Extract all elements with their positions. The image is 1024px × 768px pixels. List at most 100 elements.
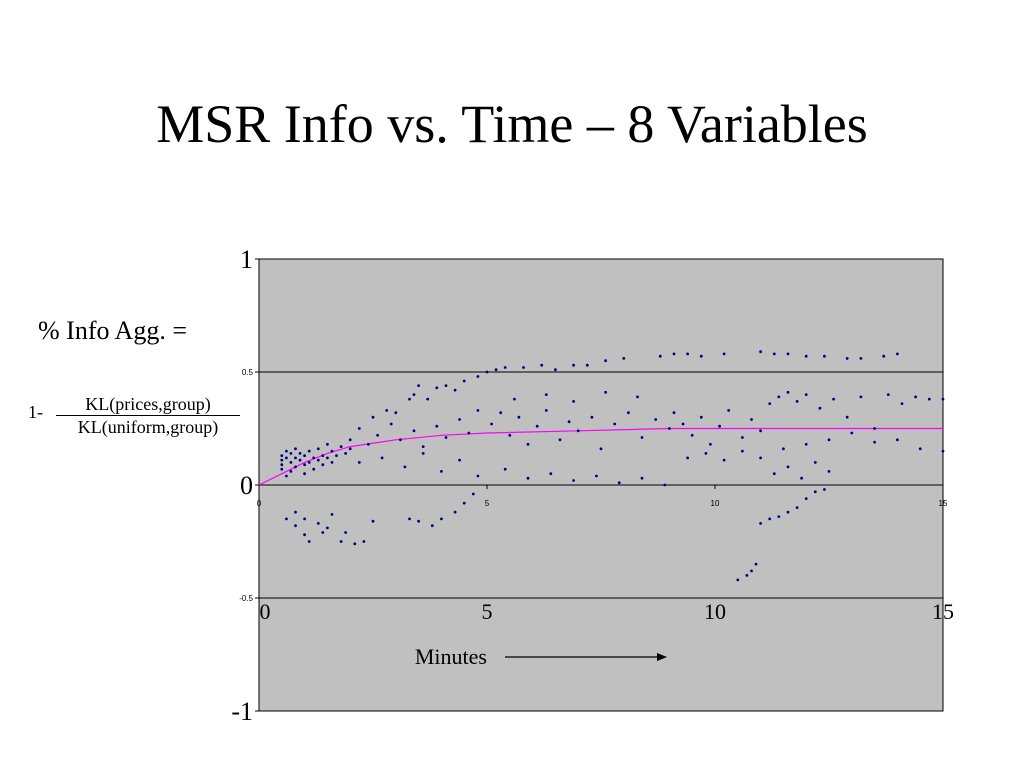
data-point xyxy=(896,352,899,356)
data-point xyxy=(453,510,457,514)
data-point xyxy=(804,393,808,396)
data-point xyxy=(440,517,443,521)
data-point xyxy=(823,354,826,358)
data-point xyxy=(344,531,347,534)
data-point xyxy=(321,531,325,534)
data-point xyxy=(298,458,302,462)
data-point xyxy=(485,370,489,374)
data-point xyxy=(640,436,644,439)
data-point xyxy=(362,540,366,543)
data-point xyxy=(430,524,434,528)
data-point xyxy=(845,357,849,360)
data-point xyxy=(745,574,749,577)
data-point xyxy=(462,501,466,505)
data-point xyxy=(585,363,589,367)
slide-title: MSR Info vs. Time – 8 Variables xyxy=(156,94,868,154)
data-point xyxy=(367,442,370,446)
data-point xyxy=(636,395,639,399)
data-point xyxy=(604,390,607,394)
data-point xyxy=(490,422,493,426)
data-point xyxy=(526,442,530,446)
data-point xyxy=(845,415,849,419)
data-point xyxy=(435,424,439,428)
data-point xyxy=(280,458,284,462)
data-point xyxy=(768,402,772,405)
data-point xyxy=(403,465,407,469)
data-point xyxy=(326,526,329,530)
data-point xyxy=(832,397,835,401)
data-point xyxy=(818,406,822,410)
data-point xyxy=(786,510,790,514)
data-point xyxy=(827,470,831,473)
x-tick-label: 10 xyxy=(704,599,726,624)
data-point xyxy=(412,429,416,433)
data-point xyxy=(882,354,886,358)
formula-head: % Info Agg. = xyxy=(38,316,187,345)
data-point xyxy=(672,352,676,356)
data-point xyxy=(549,472,553,476)
data-point xyxy=(572,479,575,482)
data-point xyxy=(316,458,320,462)
data-point xyxy=(622,357,626,360)
data-point xyxy=(312,456,316,460)
data-point xyxy=(280,454,284,457)
x-axis-label: Minutes xyxy=(415,644,487,669)
data-point xyxy=(823,488,826,491)
data-point xyxy=(576,429,580,433)
data-point xyxy=(503,467,507,471)
data-point xyxy=(421,452,425,455)
data-point xyxy=(312,467,316,471)
data-point xyxy=(357,427,361,430)
data-point xyxy=(435,386,439,390)
formula-denominator: KL(uniform,group) xyxy=(77,417,219,437)
data-point xyxy=(595,474,598,478)
data-point xyxy=(654,418,658,421)
data-point xyxy=(795,506,799,509)
data-point xyxy=(759,350,762,354)
data-point xyxy=(298,452,302,455)
data-point xyxy=(453,388,457,392)
data-point xyxy=(294,524,297,528)
data-point xyxy=(316,447,320,451)
data-point xyxy=(772,472,776,476)
data-point xyxy=(285,517,288,521)
data-point xyxy=(522,366,525,369)
data-point xyxy=(668,427,671,430)
data-point xyxy=(380,456,384,460)
data-point xyxy=(335,454,338,457)
data-point xyxy=(873,427,876,430)
data-point xyxy=(686,352,689,356)
data-point xyxy=(294,456,297,460)
data-point xyxy=(303,533,306,537)
data-point xyxy=(458,458,461,462)
data-point xyxy=(326,442,329,446)
data-point xyxy=(339,540,343,543)
data-point xyxy=(294,447,297,451)
formula-numerator: KL(prices,group) xyxy=(56,394,240,416)
data-point xyxy=(690,433,694,437)
data-point xyxy=(736,578,740,582)
data-point xyxy=(303,517,306,521)
data-point xyxy=(503,366,507,369)
data-point xyxy=(417,519,420,523)
data-point xyxy=(357,461,361,464)
data-point xyxy=(285,456,288,460)
trend-line xyxy=(258,427,943,486)
data-point xyxy=(303,463,306,467)
data-point xyxy=(727,409,731,412)
data-point xyxy=(421,445,425,448)
data-point xyxy=(526,476,530,480)
data-point xyxy=(535,424,539,428)
data-point xyxy=(873,440,876,444)
data-point xyxy=(307,449,311,453)
data-point xyxy=(554,368,557,372)
data-point xyxy=(718,424,721,428)
arrow-right-icon xyxy=(657,653,667,661)
data-point xyxy=(289,470,293,473)
data-point xyxy=(330,449,334,453)
data-point xyxy=(722,458,726,462)
data-point xyxy=(896,438,899,442)
data-point xyxy=(412,393,416,396)
data-point xyxy=(918,447,922,451)
data-point xyxy=(344,452,347,455)
